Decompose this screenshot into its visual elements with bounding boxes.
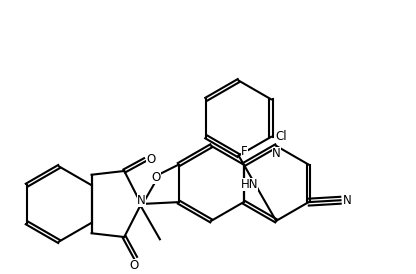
Text: HN: HN	[241, 178, 258, 191]
Text: N: N	[272, 147, 280, 160]
Text: N: N	[137, 193, 146, 207]
Text: O: O	[146, 153, 156, 166]
Text: Cl: Cl	[275, 130, 287, 143]
Text: O: O	[151, 172, 161, 184]
Text: F: F	[241, 145, 248, 158]
Text: N: N	[343, 194, 352, 207]
Text: O: O	[129, 259, 138, 272]
